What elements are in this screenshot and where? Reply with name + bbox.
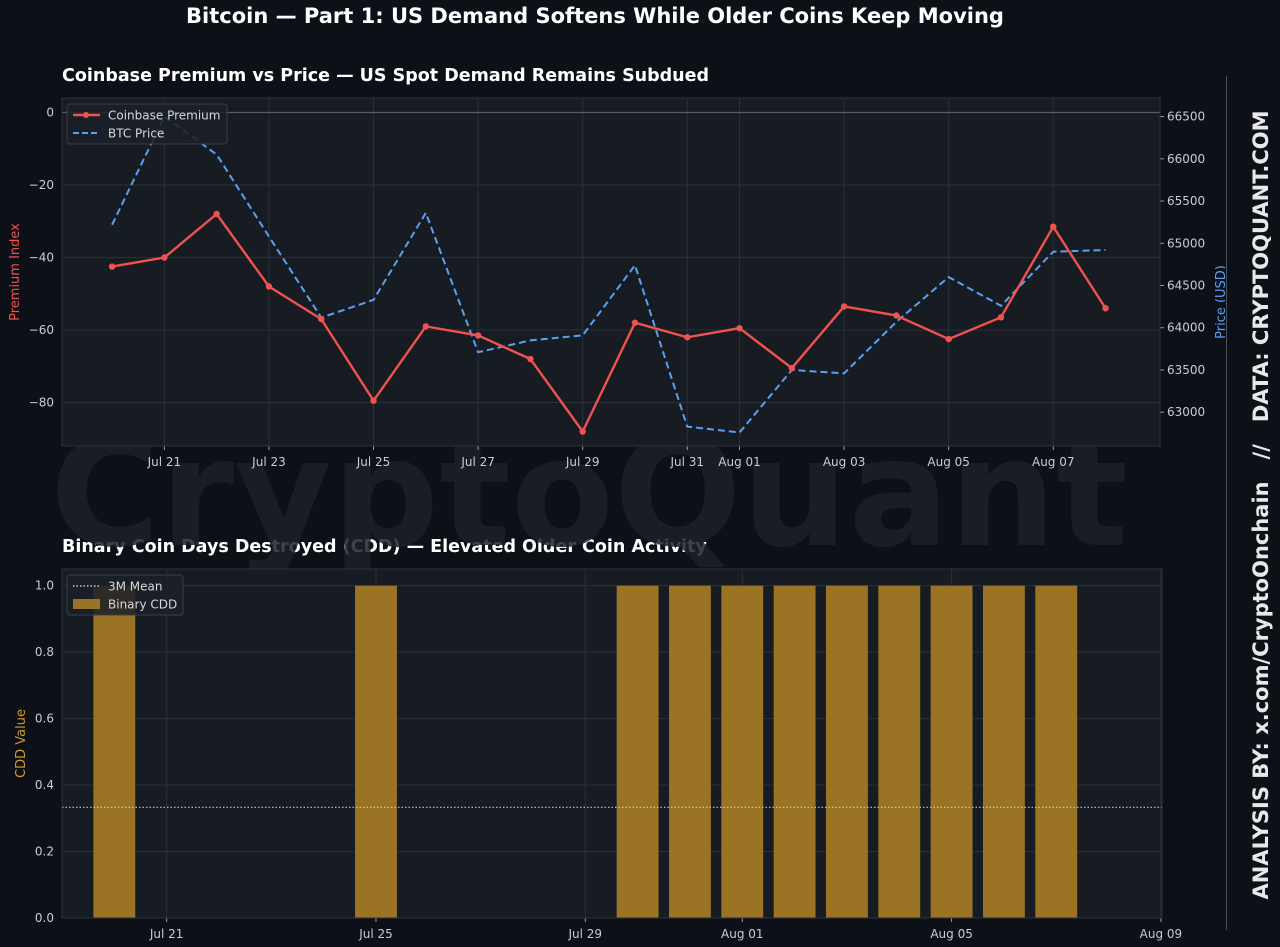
legend-premium-label: Coinbase Premium (108, 109, 220, 123)
legend-cdd-swatch (73, 599, 100, 609)
page-title: Bitcoin — Part 1: US Demand Softens Whil… (186, 4, 1004, 28)
binary-cdd-chart: Jul 21 Jul 25 Jul 29 Aug 01 Aug 05 Aug 09 0.0 0… (14, 568, 1183, 941)
btc-price-line (111, 115, 1106, 434)
premium-point (684, 334, 691, 341)
premium-point (997, 314, 1005, 321)
x-tick-label: Aug 03 (823, 455, 866, 469)
y-tick-label: −80 (29, 396, 54, 410)
cdd-bar (930, 585, 973, 918)
legend-cdd-label: Binary CDD (108, 598, 177, 612)
x-tick-label: Aug 05 (927, 455, 970, 469)
plot-frame (61, 97, 1161, 447)
side-credit-text: ANALYSIS BY: x.com/CryptoOnchain // DATA… (1249, 110, 1273, 899)
x-tick-label: Jul 31 (669, 455, 704, 469)
y-right-tick-label: 64500 (1167, 279, 1205, 293)
premium-point (422, 323, 430, 330)
plot-area (62, 98, 1160, 446)
premium-point (213, 210, 220, 218)
x-tick-label: Jul 25 (358, 927, 393, 941)
y-right-tick-label: 63500 (1167, 363, 1205, 377)
cdd-bar (878, 585, 921, 918)
premium-point (840, 303, 848, 310)
plot-area (62, 569, 1162, 918)
x-tick-label: Aug 01 (721, 927, 764, 941)
legend-premium-marker (83, 112, 89, 118)
x-tick-label: Jul 29 (565, 455, 600, 469)
plot-frame (61, 568, 1163, 919)
cdd-bar (616, 585, 659, 918)
legend-box (66, 103, 228, 145)
legend-mean-label: 3M Mean (108, 580, 163, 594)
side-credit: ANALYSIS BY: x.com/CryptoOnchain // DATA… (1249, 110, 1273, 899)
y-tick-label: 0.2 (35, 845, 54, 859)
premium-point (579, 428, 586, 435)
premium-point (265, 283, 273, 290)
y-right-tick-label: 65000 (1167, 236, 1205, 250)
premium-point (1102, 305, 1109, 312)
y-right-axis-label: Price (USD) (1214, 265, 1225, 339)
cdd-bar (721, 585, 764, 918)
cdd-bar (355, 585, 397, 918)
legend-price-label: BTC Price (108, 127, 164, 141)
y-tick-label: 0.0 (35, 911, 54, 925)
premium-point (893, 312, 900, 319)
premium-point (474, 332, 482, 339)
y-tick-label: 1.0 (35, 579, 54, 593)
cdd-bar (93, 585, 136, 918)
x-tick-label: Jul 21 (149, 927, 184, 941)
y-right-tick-label: 63000 (1167, 405, 1205, 419)
premium-line (111, 212, 1107, 434)
cdd-chart-title: Binary Coin Days Destroyed (CDD) — Eleva… (62, 537, 707, 557)
y-tick-label: −40 (29, 251, 54, 265)
y-tick-label: 0 (46, 106, 54, 120)
premium-point (318, 315, 325, 323)
x-tick-label: Jul 21 (147, 455, 182, 469)
cdd-bar (1035, 585, 1078, 918)
premium-point (736, 324, 743, 332)
premium-legend: Coinbase Premium BTC Price (66, 103, 228, 145)
y-tick-label: −60 (29, 323, 54, 337)
premium-price-chart: Jul 21 Jul 23 Jul 25 Jul 27 Jul 29 Jul 31 Aug … (8, 97, 1225, 469)
x-tick-label: Jul 23 (251, 455, 286, 469)
credit-divider (1226, 76, 1227, 930)
y-tick-label: 0.4 (35, 778, 54, 792)
premium-point (1050, 223, 1057, 230)
cdd-legend: 3M Mean Binary CDD (66, 574, 184, 616)
premium-chart-title: Coinbase Premium vs Price — US Spot Dema… (62, 66, 710, 86)
x-tick-label: Aug 07 (1032, 455, 1075, 469)
cdd-bar (669, 585, 711, 918)
chart-canvas: CryptoQuant Jul 21 Jul 23 Jul 25 Jul 27 Jul … (8, 97, 1225, 941)
premium-point (631, 319, 639, 326)
premium-point (108, 263, 116, 270)
y-tick-label: 0.6 (35, 712, 54, 726)
cdd-bar (982, 585, 1025, 918)
premium-point (161, 254, 168, 261)
y-right-tick-label: 66000 (1167, 152, 1205, 166)
y-axis-label: Premium Index (8, 223, 23, 321)
y-right-tick-label: 64000 (1167, 321, 1205, 335)
x-tick-label: Jul 25 (356, 455, 391, 469)
y-axis-label: CDD Value (14, 709, 29, 778)
cdd-bar (773, 585, 816, 918)
x-tick-label: Aug 09 (1140, 927, 1183, 941)
premium-point (370, 397, 377, 404)
x-tick-label: Aug 01 (718, 455, 761, 469)
y-tick-label: 0.8 (35, 645, 54, 659)
premium-point (788, 364, 796, 372)
x-tick-label: Jul 27 (460, 455, 495, 469)
x-tick-label: Aug 05 (930, 927, 973, 941)
premium-point (527, 355, 534, 363)
y-right-tick-label: 65500 (1167, 194, 1205, 208)
cdd-bar (826, 585, 868, 918)
y-tick-label: −20 (29, 178, 54, 192)
y-right-tick-label: 66500 (1167, 110, 1205, 124)
x-tick-label: Jul 29 (568, 927, 603, 941)
premium-point (945, 335, 952, 343)
